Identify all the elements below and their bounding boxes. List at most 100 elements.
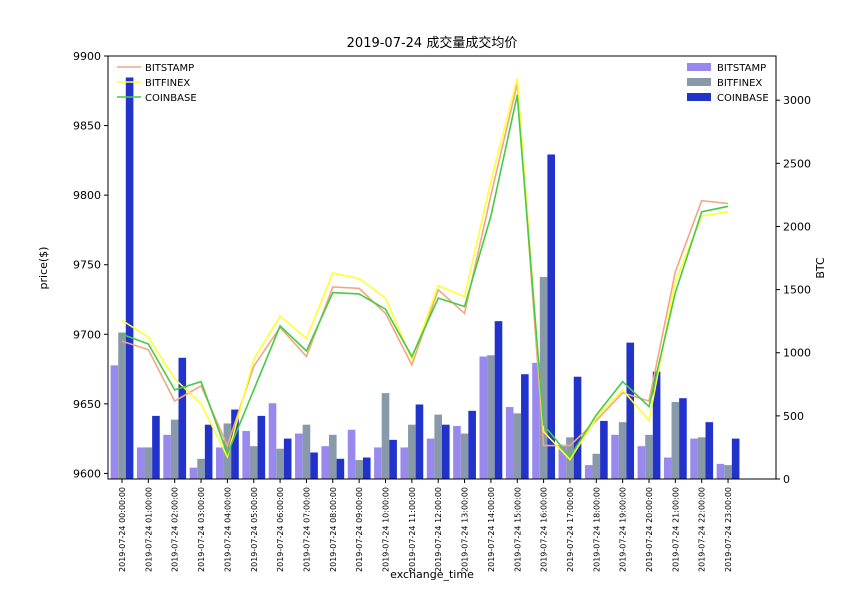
bar-bitstamp-18 <box>584 465 593 479</box>
y-left-tick-label: 9750 <box>73 259 101 272</box>
bar-bitfinex-18 <box>592 453 601 479</box>
bar-bitfinex-4 <box>223 423 232 479</box>
y-axis-left-title: price($) <box>37 247 50 290</box>
x-tick-label: 2019-07-24 18:00:00 <box>592 487 601 572</box>
bars-layer <box>110 77 740 480</box>
line-coinbase <box>121 94 729 459</box>
bar-coinbase-5 <box>257 415 266 479</box>
x-tick-label: 2019-07-24 01:00:00 <box>144 487 153 572</box>
bar-bitfinex-23 <box>724 465 732 479</box>
bar-coinbase-20 <box>652 371 661 479</box>
lines-layer <box>121 78 729 461</box>
bar-bitstamp-7 <box>295 433 303 479</box>
x-tick-label: 2019-07-24 22:00:00 <box>698 487 707 572</box>
y-left-tick-label: 9700 <box>73 328 101 341</box>
legend-bar-swatch-bitstamp <box>687 63 711 71</box>
bar-bitfinex-3 <box>197 458 205 479</box>
bar-bitstamp-5 <box>242 431 250 479</box>
bar-bitfinex-9 <box>355 460 363 479</box>
x-tick-label: 2019-07-24 15:00:00 <box>513 487 522 572</box>
y-right-tick-label: 500 <box>783 410 804 423</box>
bar-bitfinex-0 <box>118 332 126 479</box>
bar-bitstamp-8 <box>321 446 329 479</box>
x-tick-label: 2019-07-24 04:00:00 <box>223 487 232 572</box>
bar-bitstamp-12 <box>426 438 435 479</box>
legend-bar-label-bitstamp: BITSTAMP <box>717 63 766 74</box>
bar-coinbase-22 <box>705 422 714 479</box>
bar-coinbase-3 <box>204 424 213 479</box>
bar-bitstamp-2 <box>163 434 171 479</box>
x-tick-label: 2019-07-24 19:00:00 <box>619 487 628 572</box>
bar-bitfinex-22 <box>697 437 706 479</box>
x-tick-label: 2019-07-24 07:00:00 <box>302 487 311 572</box>
bar-coinbase-4 <box>231 409 239 479</box>
bar-coinbase-10 <box>389 439 397 479</box>
bar-coinbase-18 <box>600 420 608 479</box>
bar-bitfinex-5 <box>249 446 258 479</box>
bar-coinbase-13 <box>468 410 476 479</box>
bar-coinbase-14 <box>494 321 503 479</box>
y-left-tick-label: 9850 <box>73 120 101 133</box>
y-right-tick-label: 2500 <box>783 157 811 170</box>
bar-bitfinex-16 <box>539 276 548 479</box>
bar-bitfinex-2 <box>170 419 179 479</box>
chart-title: 2019-07-24 成交量成交均价 <box>347 35 518 51</box>
bar-bitfinex-20 <box>645 434 653 479</box>
bar-bitstamp-21 <box>663 457 672 479</box>
bar-bitstamp-22 <box>690 438 698 479</box>
right-axis: 0 500 1000 1500 2000 2500 3000 <box>776 94 811 486</box>
legend-lines: BITSTAMP BITFINEX COINBASE <box>117 63 197 104</box>
bar-coinbase-15 <box>521 374 529 479</box>
x-tick-label: 2019-07-24 17:00:00 <box>566 487 575 572</box>
bar-coinbase-0 <box>125 77 134 479</box>
legend-bar-label-bitfinex: BITFINEX <box>717 78 762 89</box>
bar-bitstamp-4 <box>216 447 224 479</box>
plot-frame <box>107 55 777 480</box>
y-right-tick-label: 2000 <box>783 220 811 233</box>
x-tick-label: 2019-07-24 03:00:00 <box>197 487 206 572</box>
bar-bitfinex-19 <box>618 422 627 479</box>
bar-coinbase-8 <box>336 458 345 479</box>
x-axis: 2019-07-24 00:00:00 2019-07-24 01:00:00 20… <box>118 479 733 572</box>
bar-coinbase-16 <box>547 154 555 480</box>
y-right-tick-label: 1000 <box>783 347 811 360</box>
y-left-tick-label: 9800 <box>73 189 101 202</box>
y-left-tick-label: 9650 <box>73 398 101 411</box>
y-axis-right-title: BTC <box>814 257 827 279</box>
bar-bitfinex-12 <box>434 414 442 479</box>
bar-coinbase-9 <box>362 457 371 479</box>
bar-bitstamp-14 <box>479 356 488 479</box>
x-tick-label: 2019-07-24 23:00:00 <box>724 487 733 572</box>
bar-bitstamp-15 <box>505 407 514 479</box>
bar-bitfinex-8 <box>329 434 337 479</box>
bar-coinbase-21 <box>679 398 687 479</box>
legend-bar-swatch-bitfinex <box>687 78 711 86</box>
line-bitfinex <box>121 78 729 461</box>
bar-bitstamp-20 <box>637 446 646 479</box>
bar-coinbase-17 <box>573 376 582 479</box>
y-right-tick-label: 0 <box>783 473 790 486</box>
x-tick-label: 2019-07-24 08:00:00 <box>329 487 338 572</box>
legend-line-label-bitfinex: BITFINEX <box>145 78 190 89</box>
x-tick-label: 2019-07-24 12:00:00 <box>434 487 443 572</box>
bar-bitstamp-1 <box>136 447 145 479</box>
bar-bitstamp-23 <box>716 463 725 479</box>
bar-bitfinex-11 <box>408 424 416 479</box>
bar-coinbase-6 <box>283 438 292 479</box>
bar-bitstamp-19 <box>611 434 619 479</box>
bar-coinbase-7 <box>310 452 318 479</box>
bar-bitfinex-14 <box>487 355 495 479</box>
x-axis-title: exchange_time <box>390 568 474 581</box>
bar-coinbase-11 <box>415 404 424 479</box>
bar-bitfinex-10 <box>381 393 390 479</box>
bar-bitfinex-21 <box>671 401 680 479</box>
bar-coinbase-19 <box>626 342 635 479</box>
bar-bitstamp-10 <box>374 447 382 479</box>
x-tick-label: 2019-07-24 21:00:00 <box>671 487 680 572</box>
bar-bitfinex-13 <box>460 433 469 479</box>
bar-coinbase-23 <box>731 438 740 479</box>
bar-bitfinex-7 <box>302 424 311 479</box>
bar-bitstamp-11 <box>400 447 409 479</box>
y-right-tick-label: 1500 <box>783 284 811 297</box>
